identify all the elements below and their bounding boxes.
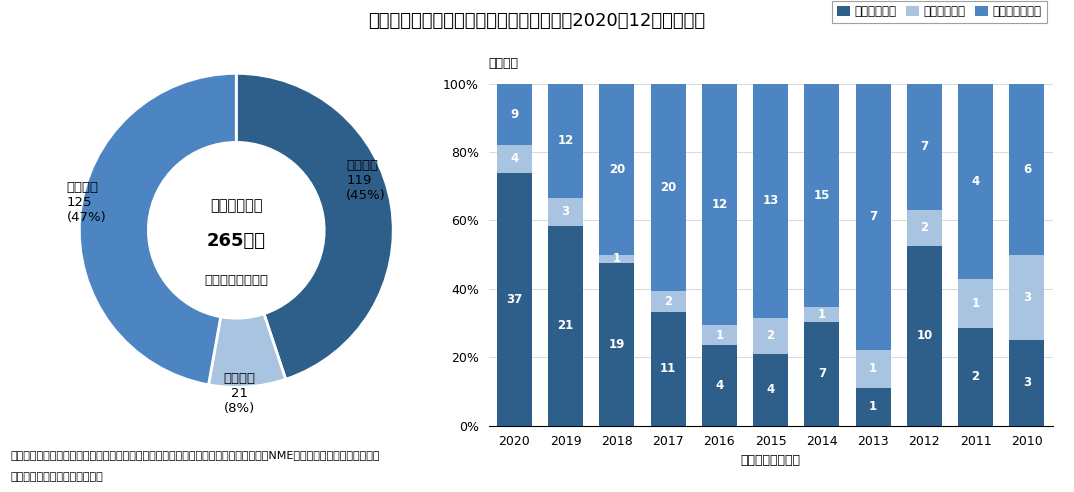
Text: 2: 2 (767, 329, 774, 342)
Wedge shape (79, 73, 236, 385)
Text: 米国のみ
119
(45%): 米国のみ 119 (45%) (346, 158, 386, 202)
Bar (599, 255, 635, 263)
Wedge shape (236, 73, 393, 379)
Text: 19: 19 (609, 338, 625, 351)
Text: （割合）: （割合） (489, 57, 519, 70)
Bar (958, 328, 993, 426)
Text: 1: 1 (613, 252, 621, 265)
Bar (906, 246, 942, 426)
Bar (1010, 255, 1044, 340)
Text: 注：棒グラフ中の数値は、国内未承認である品目数を表す。米欧両極で承認されているNMEの場合は、最初に承認された: 注：棒グラフ中の数値は、国内未承認である品目数を表す。米欧両極で承認されているN… (11, 450, 380, 460)
Bar (958, 84, 993, 279)
Bar (548, 226, 583, 426)
Text: 1: 1 (715, 329, 724, 341)
X-axis label: （欧米初承認年）: （欧米初承認年） (741, 454, 800, 467)
Text: 米欧両極
125
(47%): 米欧両極 125 (47%) (67, 181, 106, 223)
Wedge shape (208, 314, 286, 387)
Bar (651, 84, 685, 291)
Text: 図４　国内未承認薬の欧米での承認状況（2020年12月末時点）: 図４ 国内未承認薬の欧米での承認状況（2020年12月末時点） (368, 12, 706, 31)
Bar (702, 325, 737, 345)
Bar (804, 321, 839, 426)
Text: （欧米承認状況）: （欧米承認状況） (204, 274, 268, 287)
Text: 7: 7 (920, 140, 928, 153)
Bar (804, 307, 839, 321)
Bar (906, 84, 942, 210)
Bar (753, 354, 788, 426)
Bar (599, 84, 635, 255)
Bar (702, 345, 737, 426)
Legend: 米国のみ承認, 欧州のみ承認, 米欧両極で承認: 米国のみ承認, 欧州のみ承認, 米欧両極で承認 (832, 0, 1047, 23)
Text: 4: 4 (510, 153, 519, 165)
Text: 37: 37 (506, 293, 522, 306)
Bar (906, 210, 942, 246)
Text: 2: 2 (664, 295, 672, 308)
Bar (958, 279, 993, 328)
Text: 20: 20 (609, 163, 625, 176)
Bar (651, 311, 685, 426)
Bar (548, 84, 583, 198)
Text: 6: 6 (1022, 163, 1031, 176)
Bar (856, 84, 890, 350)
Text: 12: 12 (711, 198, 727, 211)
Text: 年にのみ１カウントした。: 年にのみ１カウントした。 (11, 472, 103, 482)
Bar (1010, 340, 1044, 426)
Text: 1: 1 (972, 297, 979, 310)
Bar (753, 318, 788, 354)
Text: 1: 1 (817, 308, 826, 321)
Text: 4: 4 (715, 379, 724, 392)
Text: 3: 3 (1022, 291, 1031, 304)
Bar (856, 350, 890, 388)
Text: 10: 10 (916, 329, 932, 342)
Bar (856, 388, 890, 426)
Text: 1: 1 (869, 400, 877, 413)
Bar (651, 291, 685, 311)
Text: 1: 1 (869, 362, 877, 375)
Text: 7: 7 (869, 210, 877, 223)
Text: 15: 15 (814, 188, 830, 202)
Bar (702, 84, 737, 325)
Bar (497, 84, 532, 145)
Text: 12: 12 (557, 134, 574, 147)
Text: 11: 11 (659, 362, 677, 375)
Bar (548, 198, 583, 226)
Bar (497, 173, 532, 426)
Bar (753, 84, 788, 318)
Text: 欧州のみ
21
(8%): 欧州のみ 21 (8%) (223, 371, 256, 415)
Text: 4: 4 (972, 175, 979, 188)
Text: 2: 2 (920, 221, 928, 234)
Bar (804, 84, 839, 307)
Text: 265品目: 265品目 (207, 232, 265, 250)
Text: 国内未承認薬: 国内未承認薬 (211, 198, 262, 213)
Bar (497, 145, 532, 173)
Text: 20: 20 (659, 181, 677, 194)
Text: 3: 3 (562, 205, 569, 218)
Bar (1010, 84, 1044, 255)
Bar (599, 263, 635, 426)
Text: 21: 21 (557, 319, 574, 333)
Text: 3: 3 (1022, 376, 1031, 389)
Text: 7: 7 (817, 367, 826, 380)
Text: 4: 4 (767, 383, 774, 396)
Text: 9: 9 (510, 108, 519, 121)
Text: 2: 2 (972, 370, 979, 383)
Text: 13: 13 (763, 194, 779, 207)
